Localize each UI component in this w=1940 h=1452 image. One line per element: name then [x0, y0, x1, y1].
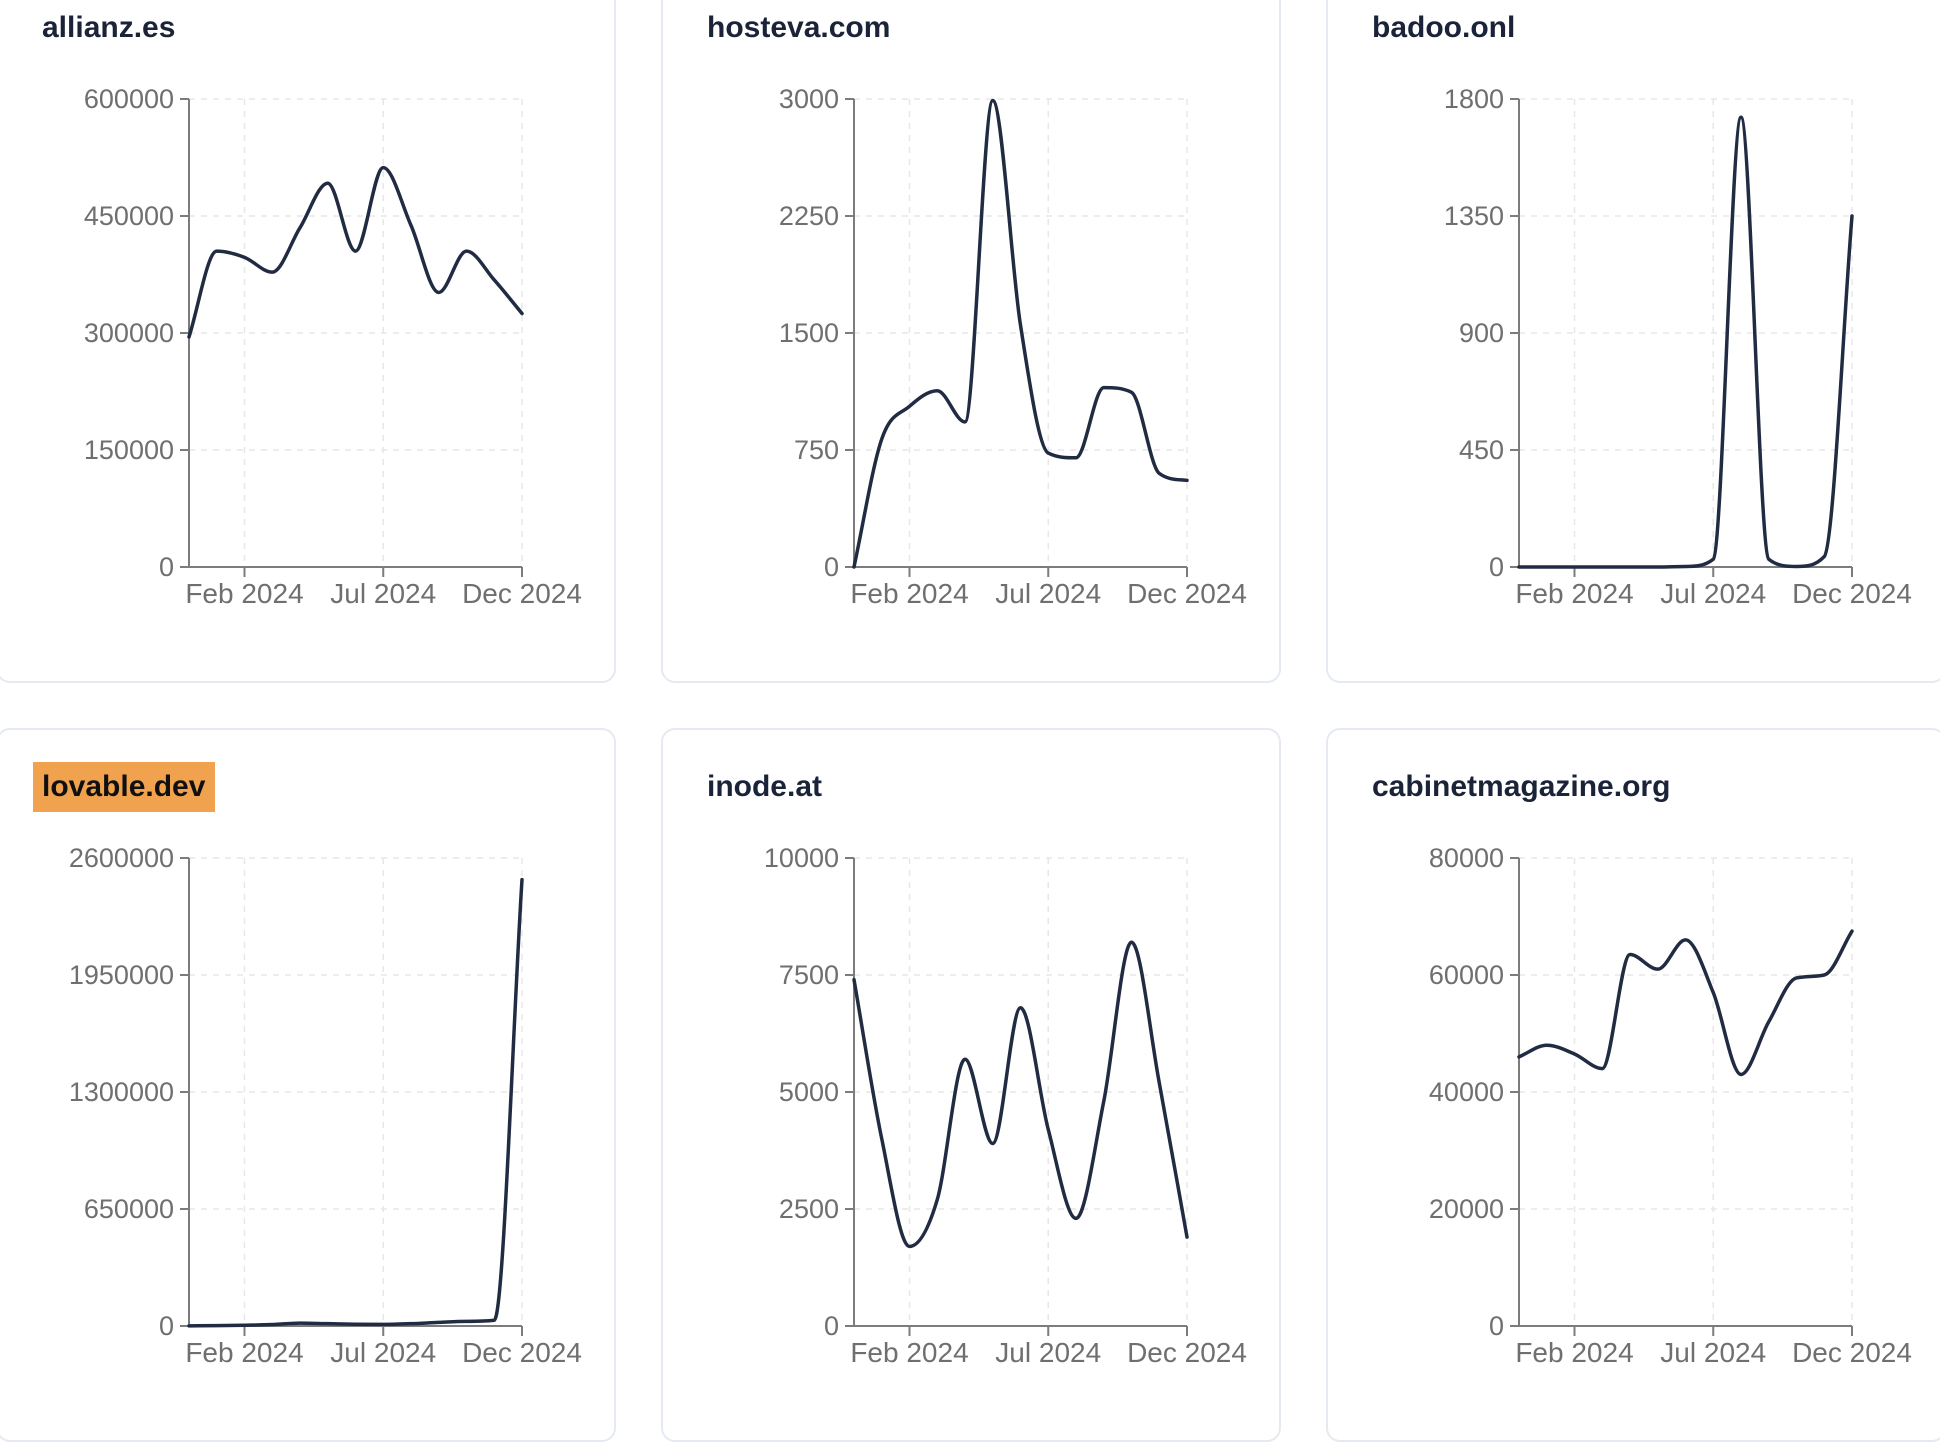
y-tick-label: 900: [1459, 318, 1504, 348]
y-tick-label: 40000: [1429, 1077, 1504, 1107]
data-line: [1517, 929, 1854, 1077]
x-tick-label: Dec 2024: [1792, 578, 1912, 609]
data-line: [852, 940, 1189, 1249]
y-tick-label: 0: [159, 552, 174, 582]
x-tick-label: Feb 2024: [1515, 578, 1633, 609]
traffic-line-chart: 0 450 900 1350 1800 Feb 2024 Jul 2024 Dec 2024: [1444, 84, 1912, 609]
x-tick-label: Feb 2024: [185, 1337, 303, 1368]
traffic-line-chart: 0 750 1500 2250 3000 Feb 2024 Jul 2024 Dec 2024: [779, 84, 1247, 609]
domain-title: badoo.onl: [1372, 11, 1515, 44]
domain-chart-card: allianz.es 0 150000 300000 450000 600000 Feb …: [0, 0, 616, 683]
x-tick-label: Dec 2024: [462, 578, 582, 609]
domain-title: inode.at: [707, 770, 822, 803]
y-tick-label: 60000: [1429, 960, 1504, 990]
x-tick-label: Feb 2024: [1515, 1337, 1633, 1368]
y-tick-label: 3000: [779, 84, 839, 114]
domain-title: lovable.dev: [33, 762, 216, 812]
data-line: [187, 165, 524, 339]
domain-title-text: badoo.onl: [1372, 11, 1516, 44]
domain-title-text: cabinetmagazine.org: [1372, 770, 1671, 803]
x-tick-label: Jul 2024: [1660, 1337, 1766, 1368]
y-tick-label: 2250: [779, 201, 839, 231]
y-tick-label: 1300000: [69, 1077, 174, 1107]
y-tick-label: 1800: [1444, 84, 1504, 114]
y-tick-label: 600000: [84, 84, 174, 114]
x-tick-label: Jul 2024: [330, 578, 436, 609]
data-line: [852, 98, 1189, 569]
domain-title-text: hosteva.com: [707, 11, 891, 44]
y-tick-label: 1350: [1444, 201, 1504, 231]
domain-title: allianz.es: [42, 11, 175, 44]
x-tick-label: Dec 2024: [1127, 1337, 1247, 1368]
domain-title-text: lovable.dev: [33, 762, 216, 812]
x-tick-label: Jul 2024: [1660, 578, 1766, 609]
domain-chart-card: lovable.dev 0 650000 1300000 1950000 2600000…: [0, 728, 616, 1442]
data-line: [1517, 115, 1854, 569]
y-tick-label: 1950000: [69, 960, 174, 990]
y-tick-label: 750: [794, 435, 839, 465]
y-tick-label: 20000: [1429, 1194, 1504, 1224]
y-tick-label: 300000: [84, 318, 174, 348]
domain-title-text: inode.at: [707, 770, 823, 803]
y-tick-label: 650000: [84, 1194, 174, 1224]
x-tick-label: Feb 2024: [850, 578, 968, 609]
x-tick-label: Jul 2024: [330, 1337, 436, 1368]
y-tick-label: 2500: [779, 1194, 839, 1224]
y-tick-label: 80000: [1429, 843, 1504, 873]
y-tick-label: 0: [159, 1311, 174, 1341]
x-tick-label: Jul 2024: [995, 578, 1101, 609]
x-tick-label: Jul 2024: [995, 1337, 1101, 1368]
y-tick-label: 1500: [779, 318, 839, 348]
y-tick-label: 0: [824, 552, 839, 582]
domain-title: cabinetmagazine.org: [1372, 770, 1670, 803]
traffic-line-chart: 0 150000 300000 450000 600000 Feb 2024 Jul 202…: [84, 84, 582, 609]
data-line: [187, 877, 524, 1328]
domain-chart-card: badoo.onl 0 450 900 1350 1800 Feb 2024 Jul 202…: [1326, 0, 1940, 683]
y-tick-label: 0: [1489, 552, 1504, 582]
domain-title: hosteva.com: [707, 11, 890, 44]
y-tick-label: 10000: [764, 843, 839, 873]
x-tick-label: Dec 2024: [1127, 578, 1247, 609]
traffic-line-chart: 0 650000 1300000 1950000 2600000 Feb 2024 Jul …: [69, 843, 582, 1368]
domain-chart-card: cabinetmagazine.org 0 20000 40000 60000 8000…: [1326, 728, 1940, 1442]
x-tick-label: Feb 2024: [185, 578, 303, 609]
domain-chart-card: hosteva.com 0 750 1500 2250 3000 Feb 2024 Jul …: [661, 0, 1281, 683]
x-tick-label: Feb 2024: [850, 1337, 968, 1368]
y-tick-label: 450: [1459, 435, 1504, 465]
x-tick-label: Dec 2024: [462, 1337, 582, 1368]
domain-title-text: allianz.es: [42, 11, 176, 44]
traffic-line-chart: 0 20000 40000 60000 80000 Feb 2024 Jul 2024 Dec…: [1429, 843, 1912, 1368]
y-tick-label: 7500: [779, 960, 839, 990]
y-tick-label: 150000: [84, 435, 174, 465]
y-tick-label: 0: [1489, 1311, 1504, 1341]
x-tick-label: Dec 2024: [1792, 1337, 1912, 1368]
y-tick-label: 2600000: [69, 843, 174, 873]
y-tick-label: 450000: [84, 201, 174, 231]
domain-chart-card: inode.at 0 2500 5000 7500 10000 Feb 2024 Jul 2…: [661, 728, 1281, 1442]
traffic-line-chart: 0 2500 5000 7500 10000 Feb 2024 Jul 2024 Dec 20…: [764, 843, 1247, 1368]
y-tick-label: 0: [824, 1311, 839, 1341]
y-tick-label: 5000: [779, 1077, 839, 1107]
